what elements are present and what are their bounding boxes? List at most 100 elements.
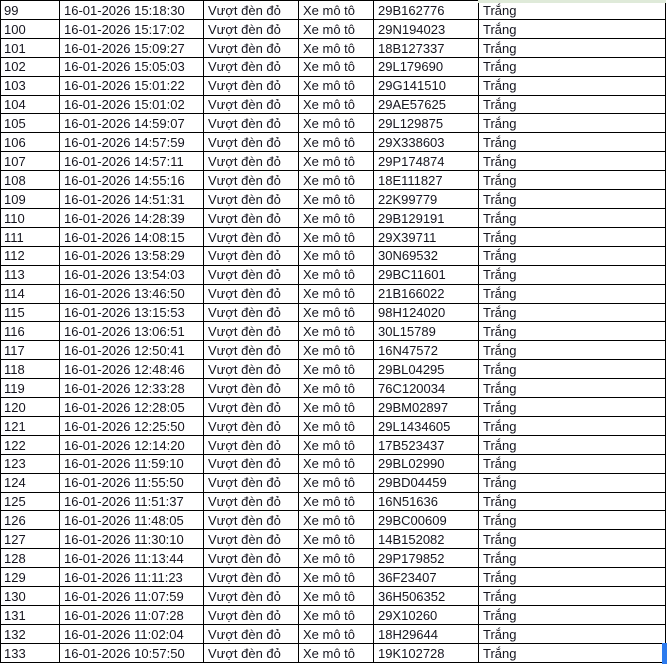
cell-plate-number[interactable]: 29L1434605 <box>374 416 479 435</box>
cell-index[interactable]: 122 <box>1 435 60 454</box>
cell-vehicle-type[interactable]: Xe mô tô <box>299 284 374 303</box>
cell-vehicle-color[interactable]: Trắng <box>479 341 666 360</box>
cell-violation-type[interactable]: Vượt đèn đỏ <box>204 303 299 322</box>
cell-index[interactable]: 123 <box>1 454 60 473</box>
cell-vehicle-color[interactable]: Trắng <box>479 643 666 662</box>
cell-datetime[interactable]: 16-01-2026 13:15:53 <box>60 303 204 322</box>
cell-vehicle-type[interactable]: Xe mô tô <box>299 624 374 643</box>
cell-plate-number[interactable]: 14B152082 <box>374 530 479 549</box>
cell-datetime[interactable]: 16-01-2026 11:13:44 <box>60 549 204 568</box>
cell-datetime[interactable]: 16-01-2026 12:28:05 <box>60 398 204 416</box>
cell-vehicle-type[interactable]: Xe mô tô <box>299 227 374 246</box>
cell-violation-type[interactable]: Vượt đèn đỏ <box>204 379 299 398</box>
cell-plate-number[interactable]: 29BM02897 <box>374 398 479 416</box>
cell-plate-number[interactable]: 98H124020 <box>374 303 479 322</box>
cell-vehicle-color[interactable]: Trắng <box>479 303 666 322</box>
cell-vehicle-color[interactable]: Trắng <box>479 473 666 492</box>
cell-datetime[interactable]: 16-01-2026 11:59:10 <box>60 454 204 473</box>
cell-plate-number[interactable]: 29L179690 <box>374 57 479 76</box>
cell-violation-type[interactable]: Vượt đèn đỏ <box>204 265 299 284</box>
cell-datetime[interactable]: 16-01-2026 15:18:30 <box>60 1 204 19</box>
cell-plate-number[interactable]: 29BL04295 <box>374 360 479 379</box>
cell-vehicle-type[interactable]: Xe mô tô <box>299 190 374 208</box>
cell-datetime[interactable]: 16-01-2026 14:28:39 <box>60 208 204 227</box>
cell-index[interactable]: 131 <box>1 606 60 624</box>
cell-index[interactable]: 115 <box>1 303 60 322</box>
cell-vehicle-color[interactable]: Trắng <box>479 95 666 114</box>
cell-violation-type[interactable]: Vượt đèn đỏ <box>204 246 299 265</box>
cell-index[interactable]: 120 <box>1 398 60 416</box>
cell-plate-number[interactable]: 22K99779 <box>374 190 479 208</box>
cell-plate-number[interactable]: 21B166022 <box>374 284 479 303</box>
cell-datetime[interactable]: 16-01-2026 12:14:20 <box>60 435 204 454</box>
cell-plate-number[interactable]: 18B127337 <box>374 38 479 57</box>
cell-plate-number[interactable]: 29BD04459 <box>374 473 479 492</box>
cell-violation-type[interactable]: Vượt đèn đỏ <box>204 341 299 360</box>
cell-plate-number[interactable]: 18H29644 <box>374 624 479 643</box>
cell-index[interactable]: 118 <box>1 360 60 379</box>
cell-index[interactable]: 133 <box>1 643 60 662</box>
cell-vehicle-type[interactable]: Xe mô tô <box>299 643 374 662</box>
cell-vehicle-color[interactable]: Trắng <box>479 208 666 227</box>
cell-violation-type[interactable]: Vượt đèn đỏ <box>204 624 299 643</box>
cell-index[interactable]: 127 <box>1 530 60 549</box>
cell-vehicle-type[interactable]: Xe mô tô <box>299 19 374 38</box>
cell-violation-type[interactable]: Vượt đèn đỏ <box>204 511 299 530</box>
cell-vehicle-type[interactable]: Xe mô tô <box>299 57 374 76</box>
cell-violation-type[interactable]: Vượt đèn đỏ <box>204 57 299 76</box>
cell-index[interactable]: 101 <box>1 38 60 57</box>
cell-index[interactable]: 100 <box>1 19 60 38</box>
cell-index[interactable]: 102 <box>1 57 60 76</box>
cell-violation-type[interactable]: Vượt đèn đỏ <box>204 549 299 568</box>
cell-index[interactable]: 124 <box>1 473 60 492</box>
cell-vehicle-type[interactable]: Xe mô tô <box>299 171 374 190</box>
cell-index[interactable]: 129 <box>1 568 60 587</box>
cell-vehicle-type[interactable]: Xe mô tô <box>299 76 374 95</box>
cell-datetime[interactable]: 16-01-2026 14:51:31 <box>60 190 204 208</box>
cell-vehicle-color[interactable]: Trắng <box>479 606 666 624</box>
cell-vehicle-type[interactable]: Xe mô tô <box>299 511 374 530</box>
cell-index[interactable]: 110 <box>1 208 60 227</box>
cell-vehicle-color[interactable]: Trắng <box>479 246 666 265</box>
cell-plate-number[interactable]: 18E111827 <box>374 171 479 190</box>
cell-datetime[interactable]: 16-01-2026 14:57:11 <box>60 152 204 171</box>
cell-datetime[interactable]: 16-01-2026 14:59:07 <box>60 114 204 133</box>
cell-plate-number[interactable]: 76C120034 <box>374 379 479 398</box>
cell-datetime[interactable]: 16-01-2026 14:57:59 <box>60 133 204 152</box>
cell-index[interactable]: 105 <box>1 114 60 133</box>
cell-datetime[interactable]: 16-01-2026 13:54:03 <box>60 265 204 284</box>
cell-violation-type[interactable]: Vượt đèn đỏ <box>204 606 299 624</box>
cell-datetime[interactable]: 16-01-2026 11:55:50 <box>60 473 204 492</box>
cell-plate-number[interactable]: 29B162776 <box>374 1 479 19</box>
cell-plate-number[interactable]: 36F23407 <box>374 568 479 587</box>
cell-plate-number[interactable]: 19K102728 <box>374 643 479 662</box>
cell-plate-number[interactable]: 29G141510 <box>374 76 479 95</box>
cell-vehicle-type[interactable]: Xe mô tô <box>299 606 374 624</box>
cell-vehicle-type[interactable]: Xe mô tô <box>299 549 374 568</box>
cell-vehicle-color[interactable]: Trắng <box>479 133 666 152</box>
cell-datetime[interactable]: 16-01-2026 15:01:22 <box>60 76 204 95</box>
cell-index[interactable]: 107 <box>1 152 60 171</box>
cell-plate-number[interactable]: 16N51636 <box>374 492 479 511</box>
cell-vehicle-color[interactable]: Trắng <box>479 549 666 568</box>
cell-violation-type[interactable]: Vượt đèn đỏ <box>204 492 299 511</box>
cell-plate-number[interactable]: 36H506352 <box>374 587 479 605</box>
cell-vehicle-type[interactable]: Xe mô tô <box>299 265 374 284</box>
cell-violation-type[interactable]: Vượt đèn đỏ <box>204 19 299 38</box>
cell-violation-type[interactable]: Vượt đèn đỏ <box>204 1 299 19</box>
cell-plate-number[interactable]: 29B129191 <box>374 208 479 227</box>
cell-index[interactable]: 125 <box>1 492 60 511</box>
cell-violation-type[interactable]: Vượt đèn đỏ <box>204 398 299 416</box>
cell-vehicle-color[interactable]: Trắng <box>479 171 666 190</box>
cell-vehicle-type[interactable]: Xe mô tô <box>299 379 374 398</box>
cell-datetime[interactable]: 16-01-2026 10:57:50 <box>60 643 204 662</box>
cell-violation-type[interactable]: Vượt đèn đỏ <box>204 284 299 303</box>
cell-vehicle-color[interactable]: Trắng <box>479 416 666 435</box>
cell-violation-type[interactable]: Vượt đèn đỏ <box>204 322 299 341</box>
cell-violation-type[interactable]: Vượt đèn đỏ <box>204 114 299 133</box>
cell-index[interactable]: 126 <box>1 511 60 530</box>
cell-vehicle-color[interactable]: Trắng <box>479 624 666 643</box>
cell-plate-number[interactable]: 29P174874 <box>374 152 479 171</box>
cell-vehicle-type[interactable]: Xe mô tô <box>299 322 374 341</box>
cell-datetime[interactable]: 16-01-2026 14:55:16 <box>60 171 204 190</box>
